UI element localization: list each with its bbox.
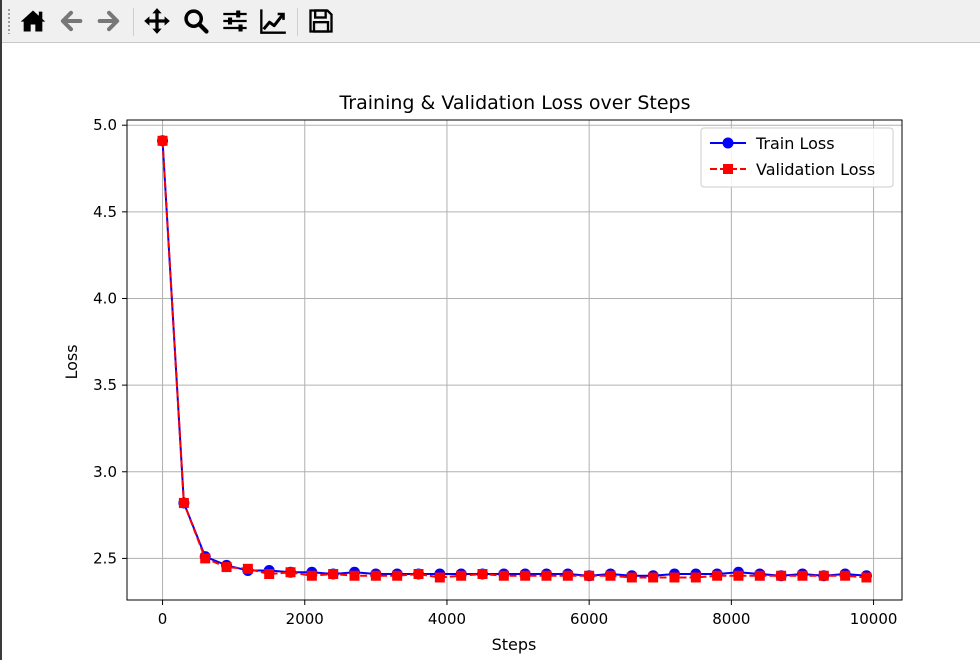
validation-loss-point: [733, 570, 744, 581]
legend-validation-loss-marker: [723, 164, 733, 174]
x-axis-label: Steps: [492, 635, 537, 654]
validation-loss-point: [648, 572, 659, 583]
validation-loss-point: [242, 563, 253, 574]
x-tick-label: 10000: [850, 610, 898, 628]
train-loss-line: [161, 140, 867, 577]
validation-loss-point: [434, 572, 445, 583]
y-tick-label: 4.0: [93, 289, 117, 307]
back-button[interactable]: [56, 6, 86, 36]
legend-box: [700, 127, 894, 188]
validation-loss-point: [178, 497, 189, 508]
validation-loss-point: [861, 572, 872, 583]
validation-loss-point: [221, 562, 232, 573]
configure-subplots-button[interactable]: [220, 6, 250, 36]
validation-loss-point: [200, 553, 211, 564]
y-axis-label: Loss: [62, 344, 81, 379]
validation-loss-point: [285, 567, 296, 578]
validation-loss-point: [754, 570, 765, 581]
forward-button[interactable]: [94, 6, 124, 36]
plot-background: [127, 120, 902, 600]
validation-loss-point: [349, 570, 360, 581]
y-tick-label: 2.5: [93, 549, 117, 567]
toolbar-grip[interactable]: [7, 8, 11, 34]
y-tick-label: 5.0: [93, 116, 117, 134]
validation-loss-point: [541, 570, 552, 581]
validation-loss-point: [776, 570, 787, 581]
validation-loss-point: [520, 570, 531, 581]
validation-loss-point: [477, 569, 488, 580]
validation-loss-point: [392, 570, 403, 581]
toolbar-separator: [297, 8, 298, 36]
loss-chart: Training & Validation Loss over Steps 0 2…: [62, 92, 903, 654]
validation-loss-point: [498, 570, 509, 581]
x-tick-label: 8000: [712, 610, 750, 628]
home-icon: [20, 10, 46, 32]
validation-loss-point: [370, 570, 381, 581]
pan-button[interactable]: [142, 6, 172, 36]
toolbar-separator: [133, 8, 134, 36]
validation-loss-point: [605, 570, 616, 581]
zoom-icon: [184, 9, 209, 34]
validation-loss-point: [456, 570, 467, 581]
x-tick-label: 4000: [428, 610, 466, 628]
zoom-button[interactable]: [181, 6, 211, 36]
y-tick-label: 3.0: [93, 463, 117, 481]
y-tick-label: 4.5: [93, 203, 117, 221]
legend-train-loss-label: Train Loss: [755, 134, 835, 153]
x-tick-label: 6000: [570, 610, 608, 628]
validation-loss-point: [157, 135, 168, 146]
edit-axis-icon: [260, 9, 286, 34]
validation-loss-point: [712, 570, 723, 581]
validation-loss-point: [669, 572, 680, 583]
validation-loss-point: [264, 569, 275, 580]
x-tick-label: 2000: [286, 610, 324, 628]
validation-loss-point: [413, 569, 424, 580]
edit-axis-button[interactable]: [258, 6, 288, 36]
home-button[interactable]: [18, 6, 48, 36]
legend-validation-loss-label: Validation Loss: [756, 160, 875, 179]
validation-loss-point: [626, 572, 637, 583]
chart-title: Training & Validation Loss over Steps: [338, 92, 690, 114]
forward-arrow-icon: [97, 10, 120, 32]
validation-loss-point: [562, 570, 573, 581]
configure-subplots-icon: [223, 10, 247, 32]
plot-area: 0 2000 4000 6000 8000 10000 2.5 3.0 3.5 4.0 4.5 5.0…: [93, 116, 903, 628]
validation-loss-point: [818, 570, 829, 581]
x-tick-label: 0: [158, 610, 168, 628]
save-icon: [309, 9, 333, 33]
validation-loss-point: [690, 572, 701, 583]
legend-train-loss-marker: [722, 137, 734, 149]
validation-loss-point: [840, 570, 851, 581]
validation-loss-line: [161, 140, 867, 579]
validation-loss-point: [306, 570, 317, 581]
validation-loss-point: [584, 570, 595, 581]
plot-frame: [126, 119, 903, 601]
navigation-toolbar: [2, 0, 980, 43]
validation-loss-point: [328, 569, 339, 580]
validation-loss-point: [797, 570, 808, 581]
pan-icon: [144, 8, 170, 34]
window-edge: [0, 0, 2, 660]
y-tick-label: 3.5: [93, 376, 117, 394]
save-button[interactable]: [306, 6, 336, 36]
back-arrow-icon: [60, 10, 83, 32]
